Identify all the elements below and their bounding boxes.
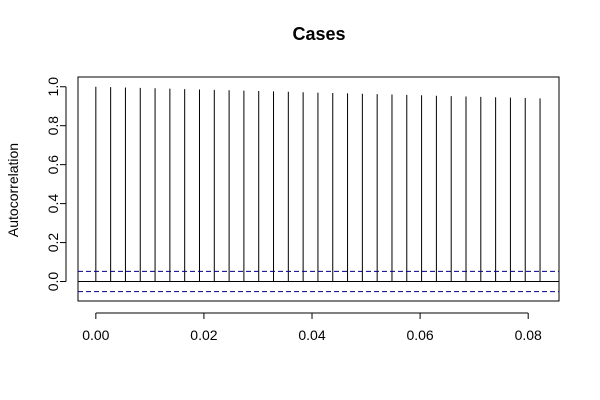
reference-lines xyxy=(78,270,559,293)
y-axis: 0.0 0.2 0.4 0.6 0.8 1.0 xyxy=(45,77,67,292)
y-tick-label: 1.0 xyxy=(45,77,61,97)
plot-frame xyxy=(77,76,560,302)
y-tick-label: 0.0 xyxy=(45,272,61,292)
y-axis-label: Autocorrelation xyxy=(5,143,21,237)
x-tick-label: 0.08 xyxy=(515,327,542,343)
acf-bars xyxy=(95,86,541,282)
x-tick-label: 0.04 xyxy=(298,327,325,343)
x-tick-label: 0.00 xyxy=(82,327,109,343)
y-tick-label: 0.2 xyxy=(45,233,61,253)
chart-title: Cases xyxy=(292,24,345,44)
y-tick-label: 0.6 xyxy=(45,155,61,175)
x-tick-label: 0.06 xyxy=(406,327,433,343)
y-tick-label: 0.4 xyxy=(45,194,61,214)
x-axis: 0.00 0.02 0.04 0.06 0.08 xyxy=(82,312,542,343)
y-tick-label: 0.8 xyxy=(45,116,61,136)
x-tick-label: 0.02 xyxy=(190,327,217,343)
